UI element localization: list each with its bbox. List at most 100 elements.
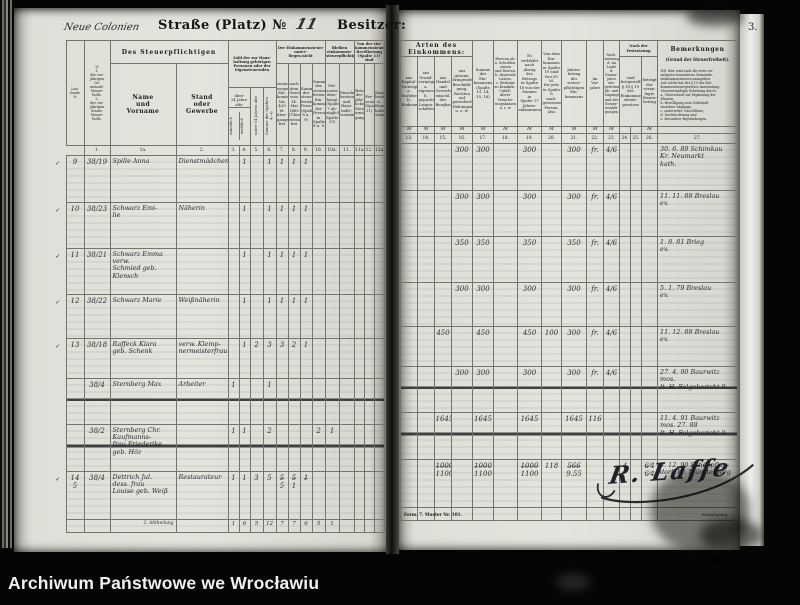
cell-c24	[619, 189, 631, 237]
colnum-cell: 18.	[493, 132, 518, 144]
cell-c16: 300	[451, 365, 473, 413]
colnum-cell: 2.	[175, 144, 229, 156]
col-header-19: Es verbleibt nach Abzug des Betrags in S…	[517, 40, 542, 127]
cell-c16: 350	[451, 235, 473, 283]
unit-cell: M	[603, 125, 620, 134]
cell-c4	[227, 337, 240, 379]
cell-lfd: 10	[65, 201, 85, 249]
cell-c11	[324, 293, 340, 339]
colnum-cell: 12.	[363, 144, 375, 156]
cell-c18	[493, 325, 518, 367]
cell-c22: fr.	[586, 281, 604, 327]
cell-c12	[353, 470, 365, 520]
cell-c4	[227, 247, 240, 295]
unit-cell: M	[586, 125, 604, 134]
cell-lfd: 13	[65, 337, 85, 379]
col-header-12b: Einzeln- besteuerte u. Haus- haltsvor- s…	[373, 63, 385, 146]
cell-c7: 3	[262, 337, 277, 379]
stain-top-right	[686, 6, 744, 26]
cell-c25	[630, 189, 642, 237]
cell-c9: 1	[287, 201, 301, 249]
group-taxpayer: Des Steuerpflichtigen	[109, 39, 229, 65]
cell-prev: 38/2	[83, 423, 111, 472]
cell-c8: 3	[275, 337, 289, 379]
cell-stand	[175, 247, 229, 295]
cell-c20: 118	[541, 458, 562, 508]
cell-stand: Restaurateur	[175, 470, 229, 520]
col-header-12a: Per- sonen (Spalte 11)	[363, 63, 375, 146]
cell-c11	[324, 154, 340, 203]
cell-c17: 350	[472, 235, 494, 283]
col-header-18: Hiervon ab: a. Schulden- zinsen und Rent…	[493, 40, 518, 127]
cell-chk	[50, 519, 66, 532]
cell-c10a	[311, 201, 326, 249]
cell-prev: 38/23	[83, 201, 111, 249]
cell-c12a	[363, 201, 375, 249]
cell-c16	[451, 458, 473, 508]
cell-c21	[561, 506, 587, 521]
cell-c4	[227, 293, 240, 339]
cell-prev: 38/4	[83, 377, 111, 425]
cell-c12b	[373, 377, 385, 425]
cell-c14	[417, 411, 435, 460]
cell-c6: 5	[249, 518, 264, 533]
cell-c14	[417, 235, 435, 283]
bemerkungen-note: NB. Hier sind auch die etwa ver- anlagte…	[660, 68, 720, 121]
cell-c21: 5̶6̶6̶ 9.55	[561, 458, 587, 508]
cell-c12	[353, 337, 365, 379]
cell-c23: 4/6	[603, 281, 620, 327]
cell-c13	[400, 189, 418, 237]
col-header-4-maennlich: männlich	[228, 117, 233, 135]
left-table-body: ✓ 9 38/19 Spille Anna Dienstmädchen 1 1 1 1 1 ✓ 10 3…	[50, 154, 385, 533]
cell-bem: 27. 4. 90 Baurwitz mos. lt. H. Folgeberi…	[657, 365, 739, 413]
cell-c10a: 2	[311, 423, 326, 472]
cell-bem: 30. 6. 89 Schimkau Kr. Neumarkt kath.	[657, 142, 739, 191]
cell-name: 2. Abtheilung	[109, 518, 177, 533]
cell-c20	[541, 142, 562, 191]
cell-c18	[493, 189, 518, 237]
cell-c23: 4/6	[603, 325, 620, 367]
cell-name: Dettrich Jul. dess. frau Louise geb. Wei…	[109, 470, 177, 520]
cell-c10: 1	[299, 293, 313, 339]
cell-c17: 1645	[472, 411, 494, 460]
cell-c10a: 5	[311, 518, 326, 533]
cell-c7: 1	[262, 201, 277, 249]
cell-c25	[630, 142, 642, 191]
cell-name: Schwarz Emma verw. Schmied geb. Klensch	[109, 247, 177, 295]
cell-chk	[50, 378, 66, 424]
cell-c20: 100	[541, 325, 562, 367]
colnum-cell: 10a.	[324, 144, 340, 156]
ledger-row-6: 300 300 300 300 fr. 4/6 27. 4. 90 Baurwitz mos…	[400, 365, 739, 413]
cell-c22	[586, 506, 604, 521]
ledger-row-8: ✓ 14 5 38/4 Dettrich Jul. dess. frau Louise…	[50, 470, 385, 520]
cell-c11a	[338, 470, 355, 520]
col-header-9: nach dem Gesetz vom 14. Mai 1885 (Über- …	[287, 63, 301, 146]
cell-c15: 1̶0̶0̶0̶ 1100	[434, 458, 452, 508]
ledger-row-7: 38/2 Sternberg Chr. Kaufmanns- frau Fried…	[50, 423, 385, 472]
cell-c9: 2	[287, 337, 301, 379]
colnum-cell: 11.	[338, 144, 355, 156]
cell-name: Sternberg Max	[109, 377, 177, 425]
cell-c22: fr.	[586, 189, 604, 237]
colnum-cell	[66, 145, 84, 155]
cell-c12b	[373, 201, 385, 249]
street-label: Straße (Platz) №	[158, 18, 287, 33]
cell-c26	[640, 142, 659, 191]
cell-lfd: 12	[65, 293, 85, 339]
colnum-cell: 17.	[472, 132, 494, 144]
cell-c5: 1	[238, 337, 251, 379]
cell-c16	[451, 411, 473, 460]
colnum-cell: 16.	[451, 132, 473, 144]
cell-c21: 350	[561, 235, 587, 283]
cell-c24	[619, 142, 631, 191]
cell-c10: 1	[299, 337, 313, 379]
cell-c17	[472, 506, 494, 521]
cell-c18	[493, 142, 518, 191]
cell-c10a	[311, 337, 326, 379]
cell-prev	[83, 518, 111, 533]
cell-c19: 1645	[517, 411, 542, 460]
cell-c25	[630, 325, 642, 367]
cell-c7: 1	[262, 247, 277, 295]
cell-c12a	[363, 377, 375, 425]
